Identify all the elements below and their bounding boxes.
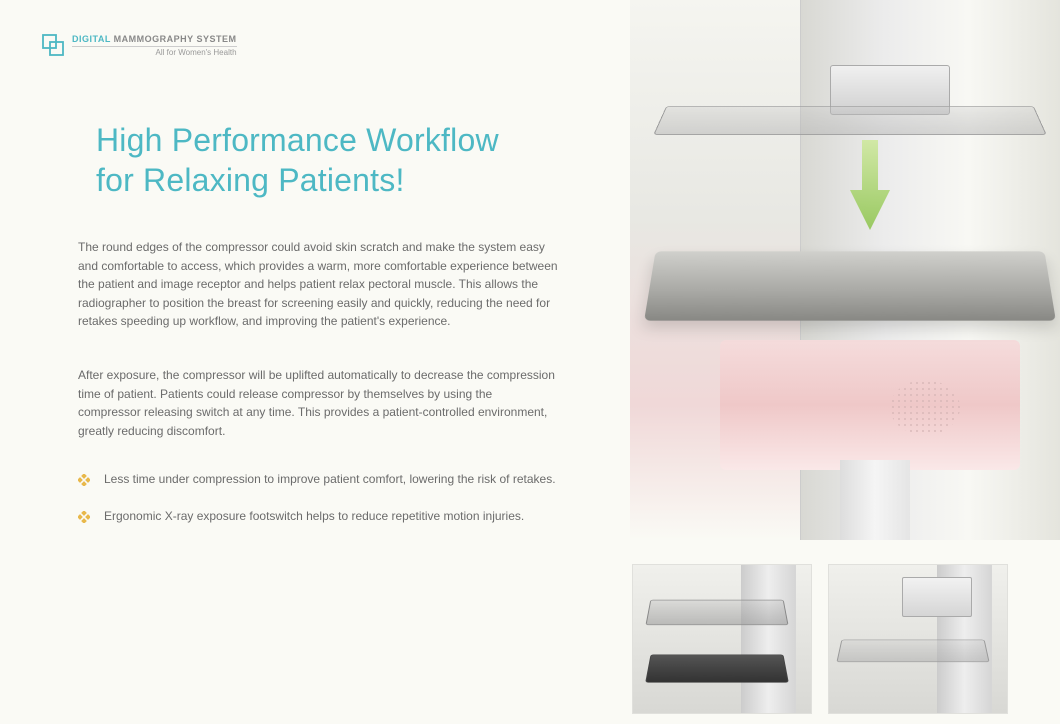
logo-tagline: All for Women's Health (72, 46, 237, 58)
body-paragraph-1: The round edges of the compressor could … (78, 238, 558, 331)
bullet-text: Ergonomic X-ray exposure footswitch help… (104, 507, 524, 526)
logo-title: DIGITAL MAMMOGRAPHY SYSTEM (72, 34, 237, 45)
thumbnail-image (632, 564, 812, 714)
bullet-item: Ergonomic X-ray exposure footswitch help… (78, 507, 558, 526)
diamond-icon (78, 510, 90, 522)
hero-device-image (630, 0, 1060, 540)
thumbnail-row (632, 564, 1008, 714)
arrow-down-icon (850, 140, 890, 230)
diamond-icon (78, 473, 90, 485)
body-paragraph-2: After exposure, the compressor will be u… (78, 366, 558, 440)
thumbnail-image (828, 564, 1008, 714)
bullet-list: Less time under compression to improve p… (78, 470, 558, 544)
logo-icon (42, 34, 64, 56)
page-title: High Performance Workflow for Relaxing P… (96, 120, 499, 200)
bullet-item: Less time under compression to improve p… (78, 470, 558, 489)
logo: DIGITAL MAMMOGRAPHY SYSTEM All for Women… (42, 34, 237, 57)
bullet-text: Less time under compression to improve p… (104, 470, 556, 489)
